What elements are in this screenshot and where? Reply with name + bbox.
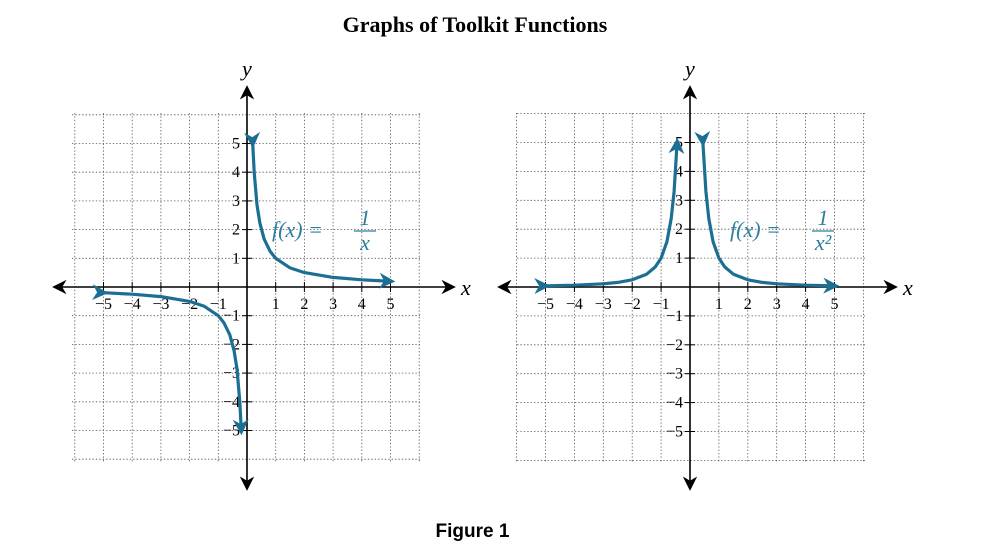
- x-tick-label: 3: [773, 296, 781, 313]
- y-tick-label: 2: [232, 222, 240, 239]
- figure-title: Graphs of Toolkit Functions: [342, 12, 608, 37]
- x-tick-label: 1: [715, 296, 723, 313]
- x-tick-label: −2: [624, 296, 641, 313]
- y-tick-label: −4: [666, 395, 683, 412]
- figure-caption: Figure 1: [435, 521, 510, 542]
- x-tick-label: −5: [537, 296, 554, 313]
- x-tick-label: 5: [387, 296, 395, 313]
- function-label-denominator: x: [359, 230, 370, 255]
- y-tick-label: 5: [232, 136, 240, 153]
- function-label-denominator: x²: [814, 230, 832, 255]
- y-tick-label: 3: [232, 193, 240, 210]
- x-tick-label: 2: [744, 296, 752, 313]
- curve-branch: [91, 284, 249, 436]
- curve-branch: [244, 131, 396, 289]
- y-axis-label: y: [240, 56, 252, 81]
- x-tick-label: 5: [831, 296, 839, 313]
- curve-branch: [534, 137, 685, 295]
- x-tick-label: −1: [653, 296, 670, 313]
- x-tick-label: 2: [300, 296, 308, 313]
- x-axis-label: x: [460, 275, 471, 300]
- y-tick-label: −2: [666, 337, 683, 354]
- y-tick-label: −1: [666, 308, 683, 325]
- y-tick-label: 1: [675, 250, 683, 267]
- function-label: f(x) =: [730, 217, 781, 242]
- y-tick-label: −3: [666, 366, 683, 383]
- function-label: f(x) =: [272, 217, 323, 242]
- x-tick-label: 4: [802, 296, 810, 313]
- y-tick-label: 4: [232, 164, 240, 181]
- y-axis-label: y: [683, 56, 695, 81]
- x-tick-label: 4: [358, 296, 366, 313]
- x-axis-label: x: [902, 275, 913, 300]
- y-tick-label: 3: [675, 192, 683, 209]
- x-tick-label: −4: [566, 296, 583, 313]
- y-tick-label: 1: [232, 250, 240, 267]
- curve-branch: [694, 130, 840, 294]
- y-tick-label: −5: [666, 424, 683, 441]
- x-tick-label: 1: [272, 296, 280, 313]
- function-label-numerator: 1: [360, 205, 371, 230]
- x-tick-label: −3: [595, 296, 612, 313]
- y-tick-label: 2: [675, 221, 683, 238]
- x-tick-label: 3: [329, 296, 337, 313]
- function-label-numerator: 1: [818, 205, 829, 230]
